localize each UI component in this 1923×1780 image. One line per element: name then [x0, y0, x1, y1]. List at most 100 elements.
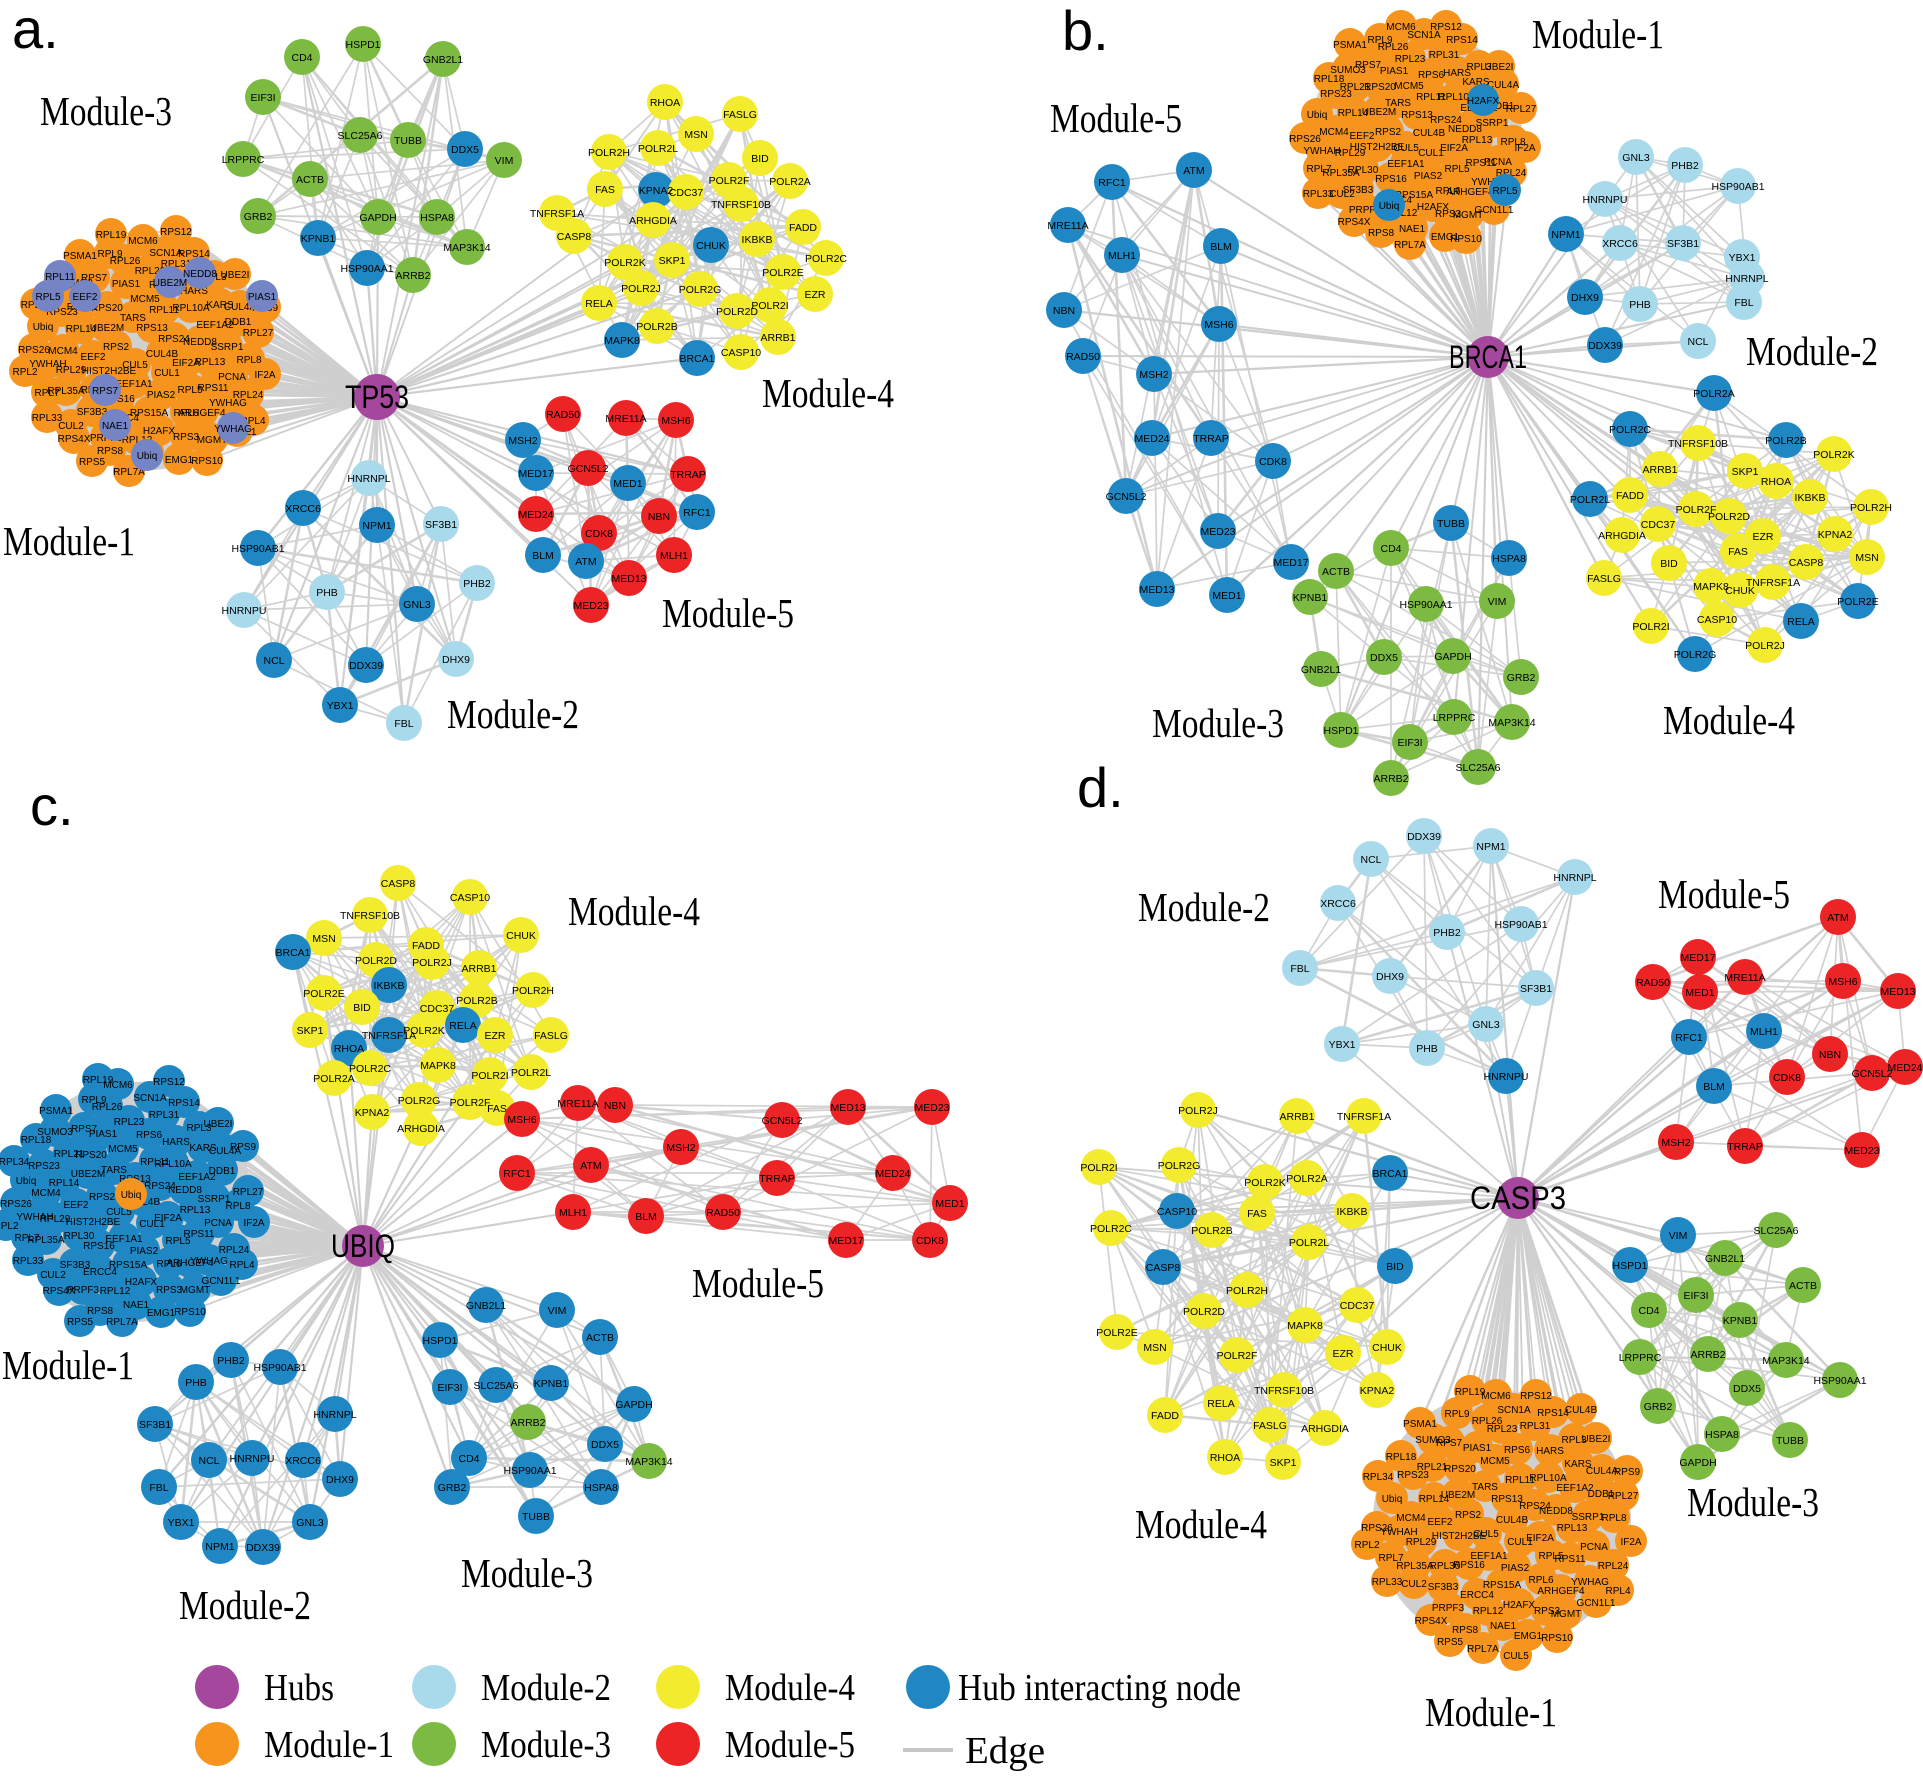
svg-text:POLR2H: POLR2H	[588, 147, 630, 159]
svg-text:EMG1: EMG1	[147, 1308, 176, 1319]
svg-text:PHB: PHB	[1629, 299, 1651, 311]
svg-text:RPL35A: RPL35A	[1396, 1561, 1434, 1572]
svg-text:RPL9: RPL9	[1444, 1409, 1469, 1420]
svg-text:UBE2M: UBE2M	[153, 278, 187, 289]
svg-text:HSPD1: HSPD1	[345, 39, 380, 51]
svg-text:CHUK: CHUK	[1725, 585, 1755, 597]
svg-text:CUL2: CUL2	[40, 1270, 66, 1281]
svg-text:MRE11A: MRE11A	[1047, 220, 1088, 232]
svg-text:MAPK8: MAPK8	[604, 335, 640, 347]
svg-text:Ubiq: Ubiq	[1307, 110, 1328, 121]
svg-text:MED24: MED24	[1134, 433, 1169, 445]
svg-text:MCM6: MCM6	[1386, 22, 1416, 33]
svg-text:GNB2L1: GNB2L1	[423, 54, 463, 66]
svg-text:RPS10: RPS10	[174, 1307, 206, 1318]
svg-text:MCM5: MCM5	[1480, 1456, 1510, 1467]
svg-text:EIF2A: EIF2A	[1440, 143, 1468, 154]
svg-text:UBE2I: UBE2I	[1582, 1434, 1611, 1445]
svg-text:PHB2: PHB2	[1433, 927, 1461, 939]
svg-text:MED23: MED23	[1844, 1145, 1879, 1157]
svg-text:EMG1: EMG1	[1514, 1631, 1543, 1642]
svg-text:EIF2A: EIF2A	[154, 1213, 182, 1224]
svg-text:POLR2L: POLR2L	[1570, 494, 1610, 506]
svg-text:ARHGEF4: ARHGEF4	[178, 408, 226, 419]
svg-text:RPL30: RPL30	[1348, 165, 1379, 176]
svg-text:TNFRSF10B: TNFRSF10B	[1668, 438, 1728, 450]
svg-text:MCM6: MCM6	[103, 1080, 133, 1091]
svg-text:RPS9: RPS9	[1614, 1467, 1641, 1478]
svg-text:RPL19: RPL19	[83, 1075, 114, 1086]
svg-text:MED1: MED1	[1685, 987, 1714, 999]
svg-text:RPL24: RPL24	[1496, 168, 1527, 179]
svg-text:RFC1: RFC1	[1098, 177, 1126, 189]
svg-text:MSN: MSN	[1855, 552, 1878, 564]
svg-text:MSH6: MSH6	[1828, 976, 1857, 988]
svg-text:RPS11: RPS11	[198, 383, 229, 394]
svg-text:RPL11: RPL11	[140, 1157, 170, 1168]
svg-text:RPL29: RPL29	[1406, 1537, 1437, 1548]
svg-text:RPL10A: RPL10A	[1438, 92, 1476, 103]
svg-text:HSPD1: HSPD1	[1323, 725, 1358, 737]
svg-text:PCNA: PCNA	[1580, 1542, 1608, 1553]
svg-text:FADD: FADD	[789, 222, 817, 234]
svg-text:PIAS2: PIAS2	[130, 1246, 159, 1257]
svg-text:KPNB1: KPNB1	[301, 233, 336, 245]
svg-text:RPL8: RPL8	[225, 1201, 250, 1212]
svg-text:RPL26: RPL26	[110, 256, 141, 267]
svg-text:POLR2B: POLR2B	[456, 995, 497, 1007]
svg-text:RPS6: RPS6	[1504, 1445, 1531, 1456]
svg-text:RPL7: RPL7	[1378, 1553, 1403, 1564]
svg-text:HSPA8: HSPA8	[584, 1482, 618, 1494]
svg-text:RPS4X: RPS4X	[58, 434, 91, 445]
svg-text:HARS: HARS	[1443, 68, 1471, 79]
svg-text:MLH1: MLH1	[559, 1207, 587, 1219]
svg-text:PSMA1: PSMA1	[1333, 40, 1367, 51]
svg-text:RFC1: RFC1	[683, 507, 711, 519]
svg-text:POLR2F: POLR2F	[709, 175, 750, 187]
svg-text:YWHAG: YWHAG	[214, 424, 252, 435]
svg-text:RPL27: RPL27	[243, 328, 274, 339]
svg-text:HNRNPU: HNRNPU	[230, 1453, 275, 1465]
svg-text:POLR2L: POLR2L	[638, 143, 678, 155]
svg-text:MED13: MED13	[611, 573, 646, 585]
svg-text:RPL7: RPL7	[34, 388, 59, 399]
svg-text:GCN5L2: GCN5L2	[1106, 491, 1147, 503]
svg-text:MCM4: MCM4	[1319, 127, 1349, 138]
svg-text:POLR2J: POLR2J	[1178, 1105, 1218, 1117]
svg-text:Ubiq: Ubiq	[33, 322, 54, 333]
svg-text:TNFRSF1A: TNFRSF1A	[530, 208, 584, 220]
svg-text:Module-4: Module-4	[1135, 1501, 1267, 1547]
svg-text:RPL26: RPL26	[1378, 42, 1409, 53]
svg-text:ERCC4: ERCC4	[1460, 1590, 1494, 1601]
svg-text:NBN: NBN	[604, 1100, 626, 1112]
svg-text:PSMA1: PSMA1	[39, 1106, 73, 1117]
svg-text:MED24: MED24	[1887, 1062, 1922, 1074]
svg-text:RPL12: RPL12	[100, 1286, 131, 1297]
svg-text:SF3B3: SF3B3	[60, 1260, 91, 1271]
svg-text:RPS24: RPS24	[1430, 115, 1462, 126]
svg-text:Module-2: Module-2	[1746, 328, 1878, 374]
svg-text:RPL18: RPL18	[21, 1135, 52, 1146]
svg-text:RPL4: RPL4	[229, 1260, 254, 1271]
svg-text:CUL2: CUL2	[58, 421, 84, 432]
svg-text:MSH2: MSH2	[1661, 1137, 1690, 1149]
svg-text:YWHAG: YWHAG	[1571, 1577, 1609, 1588]
svg-text:TNFRSF1A: TNFRSF1A	[1746, 577, 1800, 589]
svg-text:MCM4: MCM4	[48, 346, 78, 357]
svg-text:SF3B1: SF3B1	[425, 519, 457, 531]
svg-text:GNL3: GNL3	[1472, 1019, 1500, 1031]
svg-text:UBE2M: UBE2M	[71, 1169, 105, 1180]
svg-text:HNRNPL: HNRNPL	[347, 473, 390, 485]
svg-text:Module-1: Module-1	[264, 1724, 394, 1766]
svg-text:RPS5: RPS5	[79, 457, 106, 468]
svg-text:RPL33: RPL33	[1303, 189, 1334, 200]
svg-text:EEF2: EEF2	[63, 1200, 88, 1211]
svg-text:ATM: ATM	[1183, 165, 1204, 177]
svg-text:DDX5: DDX5	[591, 1439, 619, 1451]
svg-text:CUL1: CUL1	[1418, 148, 1444, 159]
svg-text:DDX39: DDX39	[349, 660, 383, 672]
svg-text:HSPA8: HSPA8	[1492, 553, 1526, 565]
svg-text:RPS15A: RPS15A	[1483, 1580, 1522, 1591]
svg-text:FASLG: FASLG	[1253, 1420, 1287, 1432]
svg-text:LRPPRC: LRPPRC	[222, 154, 265, 166]
